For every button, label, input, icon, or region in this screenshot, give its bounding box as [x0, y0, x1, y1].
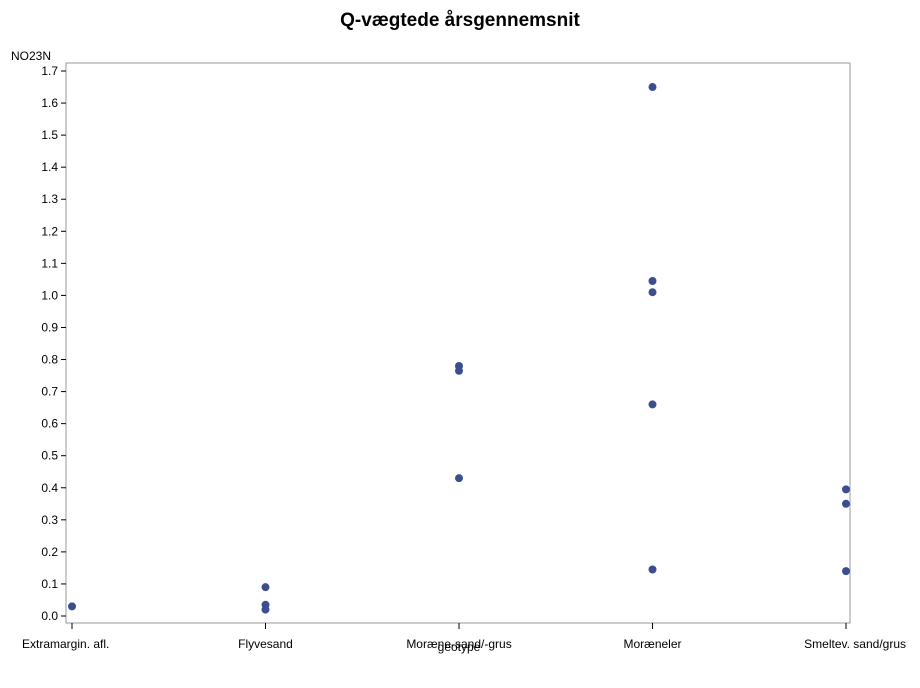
data-point	[261, 583, 270, 592]
x-axis: Extramargin. afl. Flyvesand Moræne-sand/-g…	[22, 623, 906, 651]
y-tick-label: 0.1	[41, 577, 58, 591]
y-tick-label: 1.3	[41, 192, 58, 206]
y-tick-label: 0.2	[41, 545, 58, 559]
data-points	[68, 83, 850, 614]
y-tick-label: 1.1	[41, 256, 58, 270]
y-tick-label: 1.4	[41, 160, 58, 174]
x-tick-label: Flyvesand	[238, 637, 293, 651]
y-tick-label: 0.6	[41, 417, 58, 431]
x-tick-label: Moræne-sand/-grus	[406, 637, 511, 651]
y-tick-label: 1.0	[41, 288, 58, 302]
y-tick-label: 0.0	[41, 609, 58, 623]
y-tick-label: 1.2	[41, 224, 58, 238]
y-tick-label: 1.5	[41, 128, 58, 142]
y-tick-label: 1.6	[41, 96, 58, 110]
data-point	[842, 485, 850, 494]
y-tick-label: 0.4	[41, 481, 58, 495]
y-axis: 0.0 0.1 0.2 0.3 0.4 0.5 0.6 0.7 0.8 0.9 1.0 1.1 1.2 1…	[41, 64, 66, 623]
chart-title: Q-vægtede årsgennemsnit	[340, 10, 580, 31]
x-tick-label: Extramargin. afl.	[22, 637, 109, 651]
x-tick-label: Moræneler	[623, 637, 681, 651]
data-point	[455, 366, 463, 375]
data-point	[648, 400, 657, 409]
y-axis-label: NO23N	[11, 49, 51, 63]
data-point	[648, 288, 657, 297]
y-tick-label: 0.5	[41, 449, 58, 463]
plot-frame	[65, 62, 851, 624]
data-point	[648, 276, 657, 285]
data-point	[842, 567, 850, 576]
data-point	[648, 565, 657, 574]
y-tick-label: 0.3	[41, 513, 58, 527]
y-tick-label: 0.9	[41, 320, 58, 334]
x-tick-label: Smeltev. sand/grus	[804, 637, 906, 651]
y-tick-label: 0.8	[41, 353, 58, 367]
y-tick-label: 1.7	[41, 64, 58, 78]
data-point	[648, 83, 657, 92]
y-tick-label: 0.7	[41, 385, 58, 399]
x-axis-label: geotype	[438, 640, 481, 654]
data-point	[68, 602, 76, 611]
data-point	[842, 499, 850, 508]
data-point	[455, 474, 463, 483]
plot-border	[65, 62, 851, 624]
data-point	[261, 605, 270, 614]
